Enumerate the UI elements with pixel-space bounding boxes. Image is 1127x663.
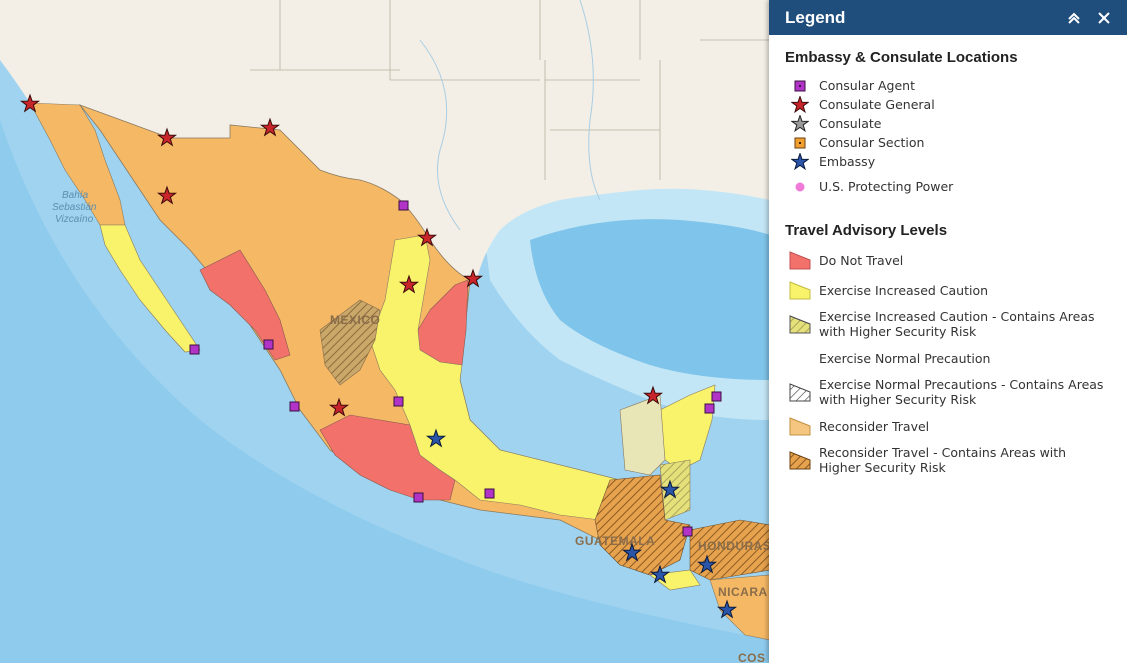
label-costa-rica: COS — [738, 651, 766, 663]
embassy-marker[interactable] — [649, 564, 671, 584]
consular-agent-markers — [189, 200, 722, 537]
orange-swatch-icon — [789, 417, 811, 436]
legend-panel: Legend Embassy & Consulate Locations Con… — [769, 0, 1127, 663]
legend-label: Embassy — [819, 154, 876, 169]
orange-square-icon — [794, 137, 806, 148]
legend-label: Reconsider Travel - Contains Areas with … — [819, 445, 1067, 475]
nicaragua-orange — [709, 574, 771, 641]
legend-label: Exercise Increased Caution - Contains Ar… — [819, 309, 1095, 339]
legend-header: Legend — [769, 0, 1127, 35]
legend-item-embassy: Embassy — [785, 152, 1111, 171]
legend-label: Exercise Normal Precaution — [819, 350, 991, 366]
locations-section-title: Embassy & Consulate Locations — [785, 49, 1018, 66]
state-borders — [250, 0, 770, 180]
pink-dot-icon — [795, 182, 805, 191]
consular-agent-marker[interactable] — [413, 492, 424, 503]
double-chevron-up-icon — [1068, 12, 1080, 24]
embassy-marker[interactable] — [716, 599, 738, 619]
legend-title: Legend — [785, 7, 846, 27]
legend-label: Exercise Increased Caution — [819, 282, 989, 298]
legend-label: Exercise Normal Precautions - Contains A… — [819, 377, 1104, 407]
consulate-general-marker[interactable] — [328, 397, 350, 417]
embassy-marker[interactable] — [696, 554, 718, 574]
label-bahia-2: Sebastián — [52, 202, 97, 213]
pacific-shelf — [0, 120, 770, 663]
legend-item-us-protecting-power: U.S. Protecting Power — [785, 177, 1111, 196]
consulate-general-marker[interactable] — [156, 127, 178, 147]
consular-agent-marker[interactable] — [704, 403, 715, 414]
red-swatch-icon — [789, 251, 811, 270]
legend-item-reconsider-risk: Reconsider Travel - Contains Areas with … — [785, 445, 1111, 475]
legend-item-do-not-travel: Do Not Travel — [785, 249, 1111, 271]
usa-land — [0, 0, 770, 280]
legend-label: Consular Agent — [819, 78, 915, 93]
consulate-general-marker[interactable] — [416, 227, 438, 247]
legend-item-increased-caution: Exercise Increased Caution — [785, 279, 1111, 301]
label-bahia-1: Bahía — [62, 190, 89, 201]
consular-agent-marker[interactable] — [711, 391, 722, 402]
consular-agent-marker[interactable] — [263, 339, 274, 350]
consulate-general-marker[interactable] — [156, 185, 178, 205]
rivers — [419, 0, 601, 231]
legend-item-reconsider: Reconsider Travel — [785, 415, 1111, 437]
blue-star-icon — [791, 152, 809, 170]
legend-item-increased-caution-risk: Exercise Increased Caution - Contains Ar… — [785, 309, 1111, 339]
yucatan-yellow — [659, 384, 716, 471]
label-bahia-3: Vizcaíno — [55, 214, 94, 225]
sinaloa-red — [199, 249, 291, 361]
embassy-markers — [425, 428, 738, 619]
consulate-general-marker[interactable] — [19, 93, 41, 113]
legend-label: Consulate — [819, 116, 882, 131]
embassy-marker[interactable] — [621, 542, 643, 562]
legend-label: Do Not Travel — [819, 252, 904, 268]
consulate-general-marker[interactable] — [398, 274, 420, 294]
guatemala-hatched — [594, 474, 691, 576]
close-legend-button[interactable] — [1093, 7, 1115, 29]
gray-star-icon — [791, 114, 809, 132]
collapse-legend-button[interactable] — [1063, 7, 1085, 29]
embassy-marker[interactable] — [425, 428, 447, 448]
consular-agent-marker[interactable] — [682, 526, 693, 537]
empty-swatch-icon — [789, 348, 811, 368]
legend-label: Consulate General — [819, 97, 935, 112]
consular-agent-marker[interactable] — [189, 344, 200, 355]
consular-agent-marker[interactable] — [393, 396, 404, 407]
label-mexico: MEXICO — [330, 313, 380, 327]
red-star-icon — [791, 95, 809, 113]
advisory-section-title: Travel Advisory Levels — [785, 222, 948, 239]
consular-agent-marker[interactable] — [398, 200, 409, 211]
durango-hatched — [319, 299, 381, 386]
legend-body: Embassy & Consulate Locations Consular A… — [769, 35, 1127, 495]
legend-item-consular-section: Consular Section — [785, 133, 1111, 152]
consular-agent-marker[interactable] — [484, 488, 495, 499]
legend-item-normal-precaution-risk: Exercise Normal Precautions - Contains A… — [785, 377, 1111, 407]
legend-item-consulate-general: Consulate General — [785, 95, 1111, 114]
legend-label: Reconsider Travel — [819, 418, 930, 434]
gulf-deep-water — [530, 219, 770, 380]
legend-item-consular-agent: Consular Agent — [785, 76, 1111, 95]
consulate-general-markers — [19, 93, 664, 417]
legend-label: Consular Section — [819, 135, 925, 150]
legend-label: U.S. Protecting Power — [819, 179, 954, 194]
consulate-general-marker[interactable] — [462, 268, 484, 288]
consulate-general-marker[interactable] — [642, 385, 664, 405]
label-guatemala: GUATEMALA — [575, 534, 655, 548]
consular-agent-marker[interactable] — [289, 401, 300, 412]
label-honduras: HONDURAS — [698, 539, 771, 553]
white-hatched-swatch-icon — [789, 383, 811, 402]
orange-hatched-swatch-icon — [789, 451, 811, 470]
legend-item-consulate: Consulate — [785, 114, 1111, 133]
yellow-swatch-icon — [789, 281, 811, 300]
yellow-hatched-swatch-icon — [789, 315, 811, 334]
legend-item-normal-precaution: Exercise Normal Precaution — [785, 347, 1111, 369]
consulate-general-marker[interactable] — [259, 117, 281, 137]
embassy-marker[interactable] — [659, 479, 681, 499]
purple-square-icon — [794, 80, 806, 91]
label-nicaragua: NICARA — [718, 585, 768, 599]
close-icon — [1098, 11, 1110, 24]
